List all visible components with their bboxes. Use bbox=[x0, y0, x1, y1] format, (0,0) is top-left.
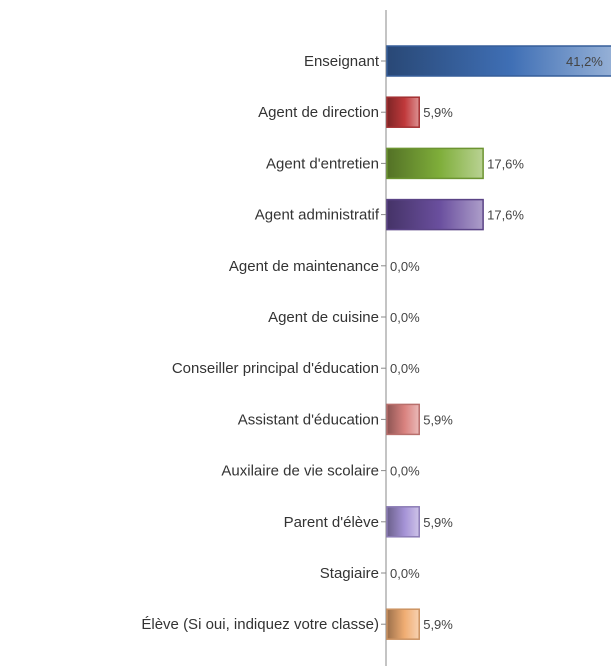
value-label: 0,0% bbox=[390, 464, 420, 479]
category-label: Agent d'entretien bbox=[266, 155, 379, 172]
value-label: 5,9% bbox=[423, 617, 453, 632]
value-label: 17,6% bbox=[487, 156, 524, 171]
category-label: Enseignant bbox=[304, 53, 380, 70]
category-label: Parent d'élève bbox=[284, 514, 379, 531]
bar bbox=[386, 506, 420, 538]
bar bbox=[386, 45, 611, 77]
category-label: Agent de direction bbox=[258, 104, 379, 121]
bar bbox=[386, 96, 420, 128]
category-label: Agent administratif bbox=[255, 207, 380, 224]
bar bbox=[386, 198, 484, 231]
category-label: Agent de maintenance bbox=[229, 258, 379, 275]
category-label: Conseiller principal d'éducation bbox=[172, 360, 379, 377]
category-label: Auxilaire de vie scolaire bbox=[221, 463, 379, 480]
value-label: 0,0% bbox=[390, 361, 420, 376]
category-label: Élève (Si oui, indiquez votre classe) bbox=[141, 616, 379, 633]
bar bbox=[386, 403, 420, 436]
value-label: 41,2% bbox=[566, 54, 603, 69]
category-label: Agent de cuisine bbox=[268, 309, 379, 326]
value-label: 5,9% bbox=[423, 105, 453, 120]
value-label: 0,0% bbox=[390, 310, 420, 325]
bar bbox=[386, 147, 484, 180]
value-label: 5,9% bbox=[423, 515, 453, 530]
category-label: Stagiaire bbox=[320, 565, 379, 582]
value-label: 5,9% bbox=[423, 412, 453, 427]
value-label: 0,0% bbox=[390, 566, 420, 581]
category-label: Assistant d'éducation bbox=[238, 411, 379, 428]
value-label: 17,6% bbox=[487, 208, 524, 223]
value-label: 0,0% bbox=[390, 259, 420, 274]
bar bbox=[386, 608, 420, 640]
